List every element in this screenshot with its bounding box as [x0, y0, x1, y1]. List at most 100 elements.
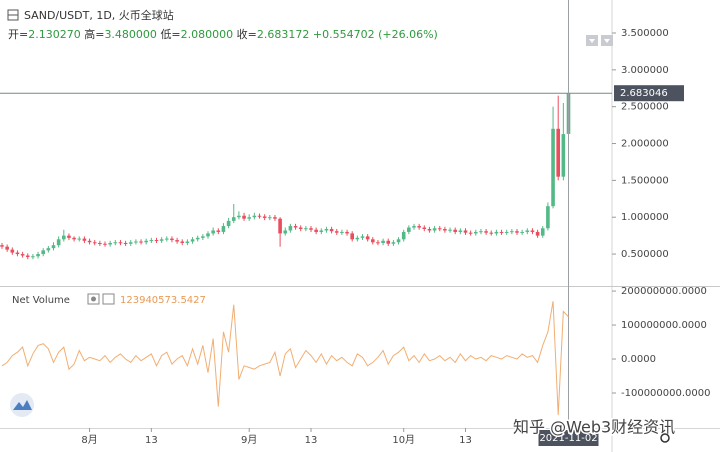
y-tick-label: -100000000.0000	[621, 388, 711, 399]
candle-body	[278, 218, 282, 234]
candle-body	[350, 233, 354, 240]
scroll-arrow	[589, 39, 595, 43]
candle-body	[0, 245, 4, 247]
x-tick-label: 13	[459, 435, 472, 446]
symbol: SAND/USDT, 1D, 火币全球站	[24, 8, 174, 22]
candle-body	[458, 230, 463, 232]
candle-body	[365, 236, 370, 240]
candle-body	[463, 230, 468, 233]
crosshair-price-label: 2.683046	[620, 88, 668, 99]
candle-body	[257, 215, 262, 217]
candle-body	[159, 239, 164, 241]
x-tick-label: 13	[145, 435, 158, 446]
y-tick-label: 0.0000	[621, 354, 656, 365]
candle-body	[41, 250, 45, 255]
candle-body	[72, 237, 76, 240]
candle-body	[92, 242, 97, 244]
quote-line: 开=2.130270 高=3.480000 低=2.080000 收=2.683…	[8, 27, 438, 41]
eye-icon[interactable]	[87, 293, 100, 305]
candle-body	[504, 231, 509, 233]
candle-body	[252, 215, 257, 218]
candle-body	[237, 215, 241, 218]
candle-body	[201, 236, 205, 238]
quote-value: 2.683172	[257, 28, 310, 41]
candle-body	[309, 228, 313, 230]
candle-body	[355, 237, 360, 240]
candle-body	[113, 242, 118, 244]
candle-body	[489, 232, 494, 234]
candle-body	[381, 240, 385, 243]
y-tick-label: 3.500000	[621, 28, 669, 39]
candle-body	[334, 231, 339, 233]
candle-body	[185, 241, 190, 243]
y-tick-label: 2.000000	[621, 139, 669, 150]
quote-value: 2.080000	[181, 28, 234, 41]
candle-body	[437, 228, 442, 230]
candle-body	[371, 239, 375, 243]
candle-body	[340, 231, 344, 233]
candle-body	[314, 229, 318, 232]
candle-body	[165, 238, 169, 240]
candle-body	[432, 228, 437, 231]
candle-body	[561, 134, 566, 177]
candle-body	[139, 241, 143, 243]
quote-label: 低=	[160, 28, 180, 41]
candle-body	[175, 240, 179, 242]
candle-body	[98, 243, 102, 244]
candle-body	[288, 226, 293, 231]
candle-body	[10, 249, 15, 253]
candle-body	[195, 237, 200, 240]
settings-icon[interactable]	[102, 293, 115, 305]
quote-label: 收=	[237, 27, 257, 41]
y-tick-label: 1.000000	[621, 212, 669, 223]
candle-body	[556, 128, 560, 177]
x-tick-label: 10月	[392, 434, 415, 446]
candle-body	[329, 229, 334, 232]
y-tick-label: 3.000000	[621, 65, 669, 76]
candle-body	[468, 232, 473, 234]
candle-body	[273, 217, 277, 219]
candle-body	[128, 242, 133, 244]
candle-body	[540, 228, 545, 236]
candle-body	[5, 246, 9, 250]
candle-body	[180, 241, 185, 243]
logo-icon	[13, 400, 32, 410]
candle-body	[422, 227, 427, 229]
candle-body	[134, 241, 138, 243]
candle-body	[386, 240, 391, 244]
candle-body	[283, 230, 288, 234]
x-tick-label: 13	[305, 435, 318, 446]
candle-body	[211, 230, 215, 234]
candle-body	[36, 254, 40, 257]
quote-value: 2.130270	[28, 28, 81, 41]
indicator-value: 123940573.5427	[120, 295, 206, 306]
candle-body	[103, 243, 107, 245]
candle-body	[448, 229, 452, 231]
candle-body	[293, 226, 298, 228]
candle-body	[170, 238, 174, 241]
crosshair-date-box	[538, 430, 599, 446]
candle-body	[82, 238, 87, 241]
candle-body	[298, 227, 303, 229]
candle-body	[242, 215, 246, 219]
candle-body	[360, 236, 365, 238]
indicator-title: Net Volume	[12, 295, 70, 306]
candle-body	[67, 235, 71, 238]
settings-gear[interactable]	[660, 433, 670, 443]
candle-body	[525, 230, 530, 232]
candle-body	[510, 231, 514, 233]
candle-body	[417, 226, 421, 228]
y-tick-label: 100000000.0000	[621, 320, 707, 331]
net-volume-line	[1, 301, 569, 416]
candle-body	[530, 230, 535, 232]
scroll-arrow	[604, 39, 610, 43]
candle-body	[226, 220, 231, 227]
candle-body	[391, 242, 396, 244]
candle-body	[216, 230, 221, 232]
candle-body	[46, 248, 51, 251]
logo-badge[interactable]	[10, 393, 34, 417]
candle-body	[474, 231, 478, 234]
